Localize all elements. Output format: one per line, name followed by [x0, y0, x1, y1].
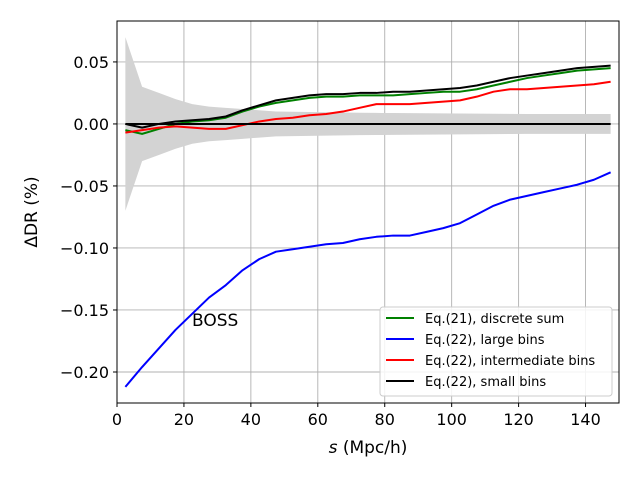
y-tick-label: −0.15: [60, 301, 109, 320]
x-tick-label: 140: [570, 410, 601, 429]
x-tick-label: 80: [375, 410, 395, 429]
series-line-eq-22-large-bins: [124, 171, 612, 388]
legend: Eq.(21), discrete sum Eq.(22), large bins…: [379, 306, 613, 397]
x-tick-label: 20: [174, 410, 194, 429]
x-tick-label: 120: [503, 410, 534, 429]
boss-annotation: BOSS: [192, 311, 238, 331]
legend-box: [379, 306, 613, 397]
y-tick-label: −0.05: [60, 177, 109, 196]
x-tick-label: 40: [241, 410, 261, 429]
x-tick-label: 0: [112, 410, 122, 429]
y-tick-label: −0.10: [60, 239, 109, 258]
x-tick-label: 60: [308, 410, 328, 429]
legend-items: Eq.(21), discrete sum Eq.(22), large bins…: [386, 312, 595, 390]
y-tick-label: 0.00: [73, 115, 109, 134]
x-axis-label-symbol: s: [329, 438, 338, 458]
x-tick-label: 100: [436, 410, 467, 429]
legend-label: Eq.(22), intermediate bins: [425, 354, 595, 369]
series-line-eq-21-discrete-sum: [125, 67, 611, 135]
y-axis-label: ΔDR (%): [22, 176, 42, 247]
plot-frame: [116, 20, 620, 404]
series-line-eq-22-small-bins: [125, 64, 611, 129]
legend-label: Eq.(22), small bins: [425, 375, 546, 390]
y-tick-label: −0.20: [60, 363, 109, 382]
y-tick-label: 0.05: [73, 53, 109, 72]
x-axis-label-unit: (Mpc/h): [337, 438, 407, 458]
axis-ticks: 0 20 40 60 80 100 120 140 0.05 0.00 −0.05 −0.10 −0.1…: [60, 53, 601, 429]
legend-label: Eq.(21), discrete sum: [425, 312, 564, 327]
legend-label: Eq.(22), large bins: [425, 333, 545, 348]
x-axis-label: s (Mpc/h): [329, 438, 408, 458]
series-lines: [124, 64, 612, 388]
series-line-eq-22-intermediate-bins: [125, 80, 611, 134]
